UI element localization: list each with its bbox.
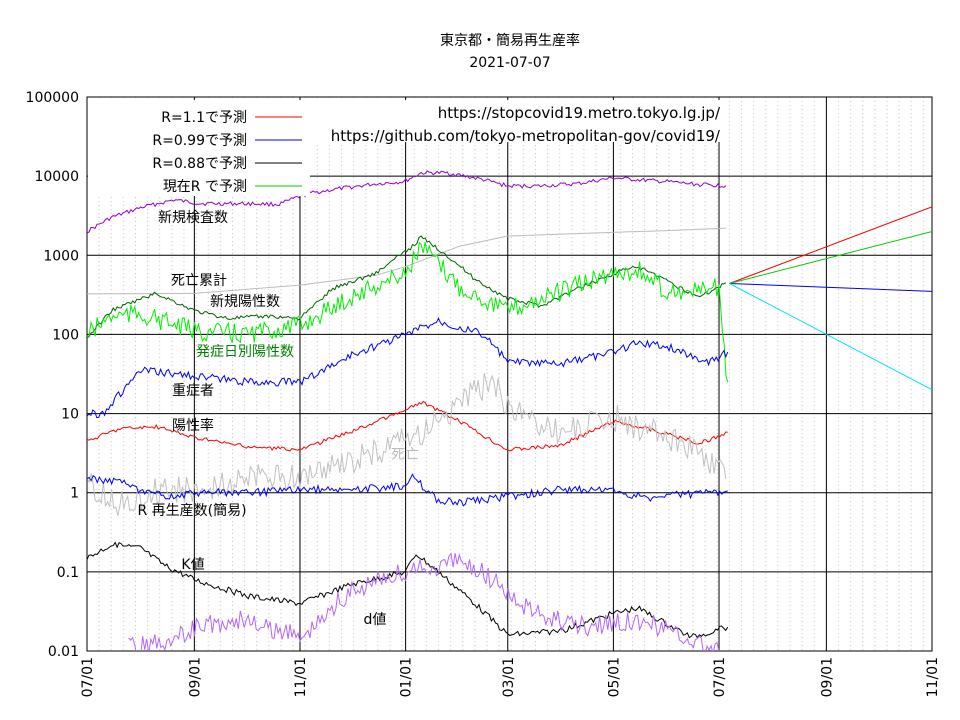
series-line (87, 400, 728, 452)
source-url: https://github.com/tokyo-metropolitan-go… (331, 127, 721, 145)
x-tick-label: 05/01 (606, 657, 622, 697)
series-line (87, 373, 727, 516)
series-line (87, 473, 728, 507)
url-background (310, 100, 725, 142)
y-tick-label: 10000 (34, 169, 79, 185)
legend-label: R=0.88で予測 (152, 156, 247, 172)
series-line (87, 541, 729, 639)
series-label: 新規陽性数 (210, 294, 280, 310)
series-line (87, 170, 727, 234)
x-tick-label: 09/01 (819, 657, 835, 697)
series-label: 発症日別陽性数 (196, 344, 294, 360)
x-tick-label: 09/01 (187, 657, 203, 697)
y-tick-label: 100000 (26, 90, 79, 106)
y-tick-label: 1 (70, 486, 79, 502)
x-tick-label: 07/01 (80, 657, 96, 697)
legend-background (88, 100, 310, 196)
series-line (128, 552, 720, 651)
y-tick-label: 0.01 (48, 644, 79, 660)
series-line (87, 241, 729, 383)
x-tick-label: 07/01 (712, 657, 728, 697)
series-label: 死亡 (391, 447, 419, 463)
y-tick-label: 1000 (43, 248, 79, 264)
series-line (87, 317, 729, 419)
source-url: https://stopcovid19.metro.tokyo.lg.jp/ (438, 104, 721, 122)
forecast-line (729, 230, 932, 284)
legend-label: 現在R で予測 (163, 179, 247, 195)
series-label: K値 (181, 557, 204, 573)
series-label: 死亡累計 (171, 273, 227, 289)
x-tick-label: 03/01 (501, 657, 517, 697)
series-label: d値 (364, 612, 387, 628)
y-tick-label: 0.1 (57, 565, 79, 581)
series-label: 重症者 (172, 383, 214, 399)
chart-title: 東京都・簡易再生産率 (440, 32, 580, 49)
forecast-line (729, 283, 932, 391)
x-tick-label: 11/01 (925, 657, 941, 697)
y-tick-label: 100 (52, 327, 79, 343)
series-label: R 再生産数(簡易) (137, 503, 246, 519)
x-tick-label: 01/01 (399, 657, 415, 697)
series-label: 新規検査数 (158, 210, 228, 226)
series-label: 陽性率 (172, 417, 214, 434)
plot-frame (86, 96, 933, 652)
legend-label: R=1.1で予測 (161, 110, 247, 126)
chart-subtitle: 2021-07-07 (469, 55, 550, 71)
legend-label: R=0.99で予測 (152, 133, 247, 149)
series-line (87, 227, 726, 295)
series-line (87, 235, 727, 338)
forecast-line (729, 206, 932, 284)
x-tick-label: 11/01 (293, 657, 309, 697)
y-tick-label: 10 (61, 407, 79, 423)
forecast-line (729, 283, 932, 292)
series-group (87, 170, 932, 651)
